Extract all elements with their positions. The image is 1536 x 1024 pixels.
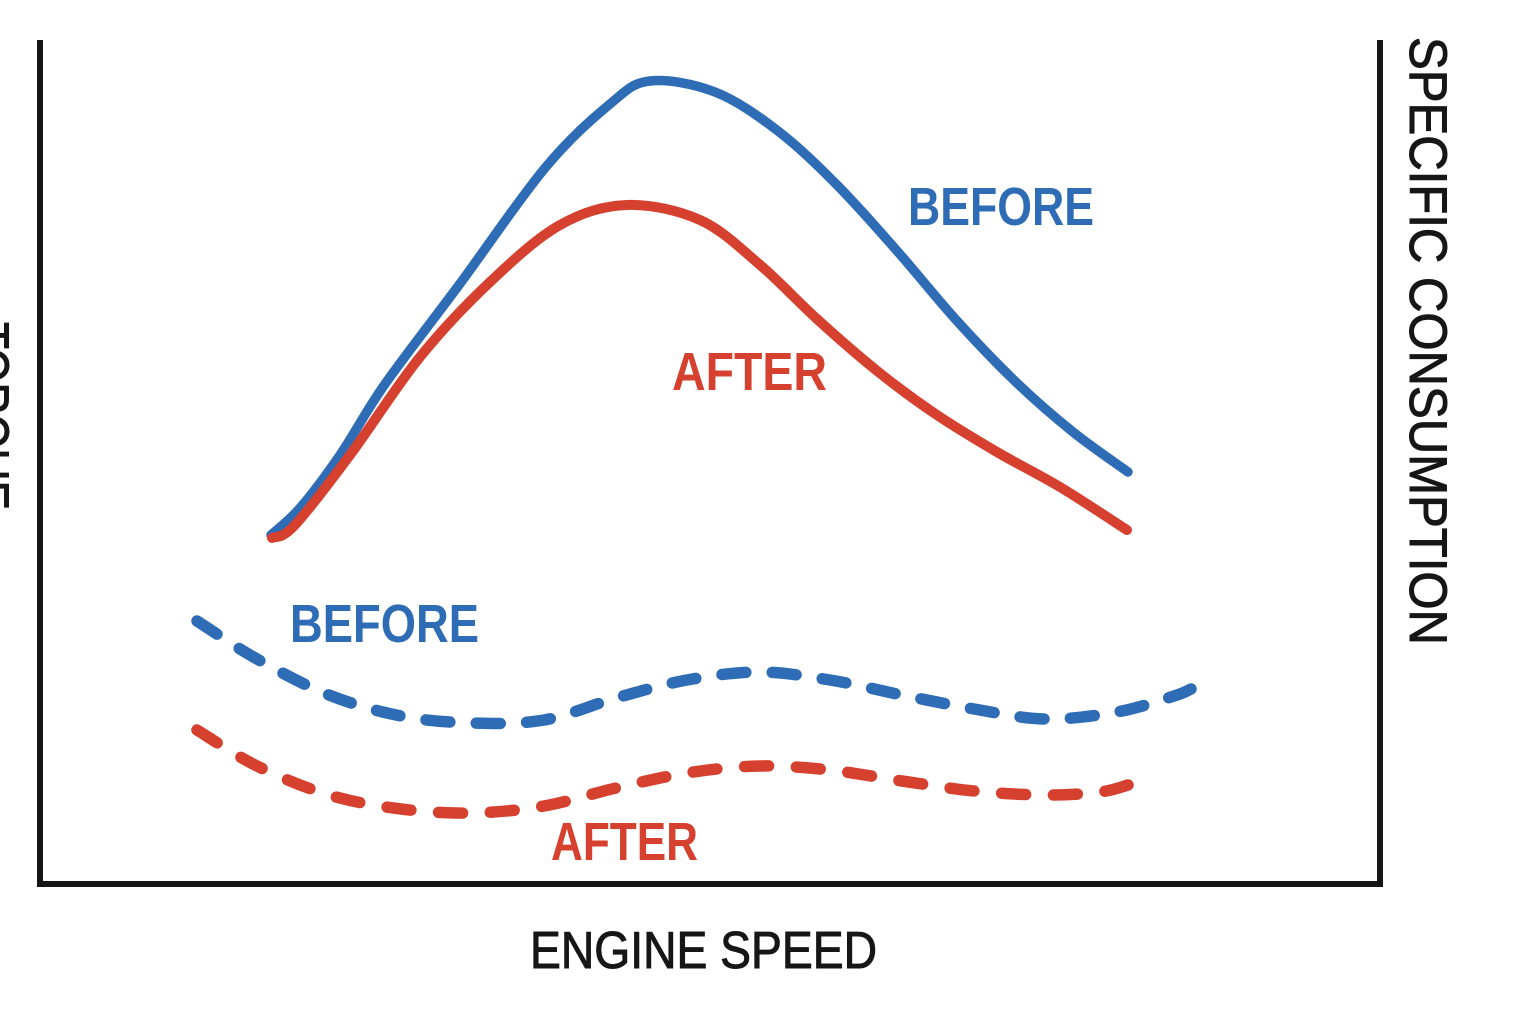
svg-text:TORQUE: TORQUE (0, 322, 19, 510)
svg-text:SPECIFIC CONSUMPTION: SPECIFIC CONSUMPTION (1398, 37, 1457, 645)
svg-text:AFTER: AFTER (672, 342, 827, 402)
svg-text:ENGINE SPEED: ENGINE SPEED (530, 922, 877, 980)
svg-text:AFTER: AFTER (551, 812, 698, 872)
svg-text:BEFORE: BEFORE (290, 594, 479, 654)
svg-text:BEFORE: BEFORE (908, 177, 1094, 237)
